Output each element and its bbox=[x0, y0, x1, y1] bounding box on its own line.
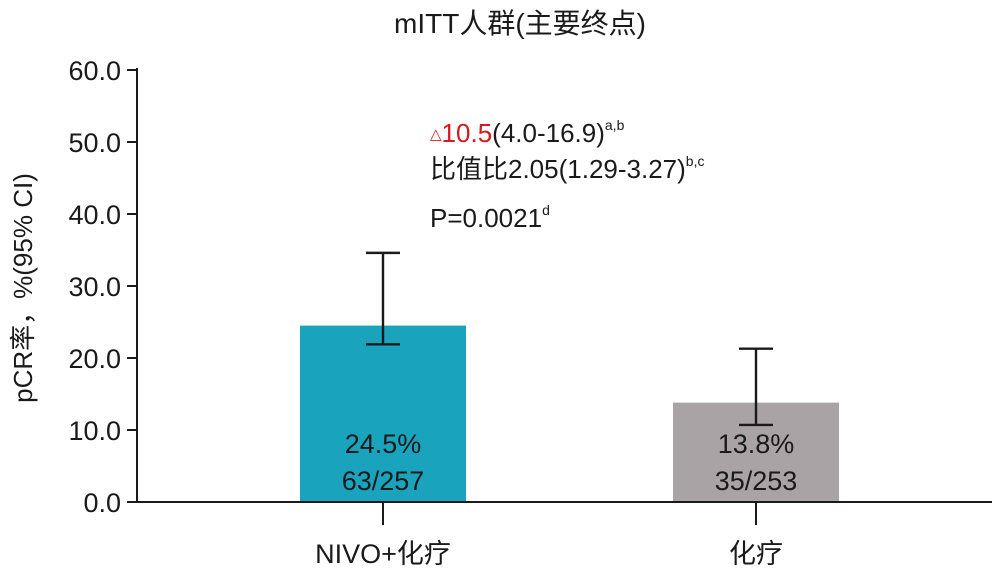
x-category-label-1: 化疗 bbox=[729, 539, 783, 569]
delta-annotation: △10.5(4.0-16.9)a,b bbox=[430, 117, 625, 148]
delta-value: 10.5 bbox=[442, 118, 493, 148]
y-tick-label-4: 40.0 bbox=[68, 200, 121, 230]
error-bars bbox=[366, 251, 773, 427]
y-tick-label-2: 20.0 bbox=[68, 344, 121, 374]
bar-percent-label-1: 13.8% bbox=[718, 429, 795, 459]
odds-ratio-annotation: 比值比2.05(1.29-3.27)b,c bbox=[430, 153, 704, 184]
odds-ratio-superscript: b,c bbox=[686, 153, 705, 169]
bar-labels: 24.5% 63/257 13.8% 35/253 bbox=[342, 429, 798, 496]
y-tick-label-3: 30.0 bbox=[68, 272, 121, 302]
p-value-text: P=0.0021 bbox=[430, 203, 542, 233]
delta-ci: (4.0-16.9) bbox=[492, 118, 605, 148]
bar-count-label-1: 35/253 bbox=[715, 466, 798, 496]
y-tick-label-1: 10.0 bbox=[68, 416, 121, 446]
y-axis-label: pCR率，%(95% CI) bbox=[8, 173, 38, 403]
bar-count-label-0: 63/257 bbox=[342, 466, 425, 496]
bar-percent-label-0: 24.5% bbox=[345, 429, 422, 459]
chart-title: mITT人群(主要终点) bbox=[394, 8, 646, 39]
x-axis-ticks: NIVO+化疗 化疗 bbox=[315, 502, 783, 569]
y-tick-label-0: 0.0 bbox=[83, 488, 121, 518]
y-tick-label-6: 60.0 bbox=[68, 56, 121, 86]
delta-superscript: a,b bbox=[605, 117, 625, 133]
delta-symbol: △ bbox=[430, 126, 442, 143]
y-axis-ticks: 0.0 10.0 20.0 30.0 40.0 50.0 60.0 bbox=[68, 56, 137, 518]
y-tick-label-5: 50.0 bbox=[68, 128, 121, 158]
odds-ratio-text: 比值比2.05(1.29-3.27) bbox=[430, 154, 686, 184]
p-value-annotation: P=0.0021d bbox=[430, 202, 550, 233]
bar-0 bbox=[300, 325, 466, 502]
annotation-block: △10.5(4.0-16.9)a,b 比值比2.05(1.29-3.27)b,c… bbox=[430, 117, 704, 233]
x-category-label-0: NIVO+化疗 bbox=[315, 539, 451, 569]
p-value-superscript: d bbox=[542, 202, 550, 218]
